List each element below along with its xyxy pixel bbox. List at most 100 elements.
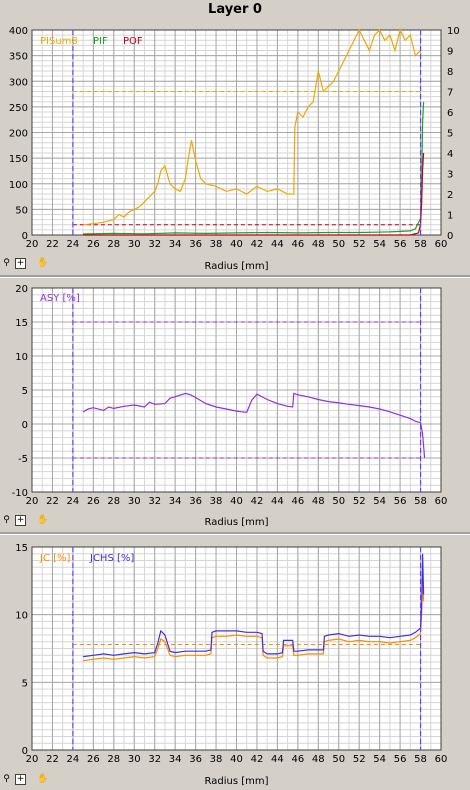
x-tick-label: 32 (148, 754, 161, 765)
x-tick-label: 52 (353, 239, 366, 250)
x-tick-label: 56 (394, 239, 407, 250)
y-tick-label: 200 (9, 129, 28, 140)
y2-tick-label: 4 (447, 149, 453, 160)
x-tick-label: 22 (46, 239, 59, 250)
x-tick-label: 30 (128, 754, 141, 765)
x-tick-label: 42 (251, 754, 264, 765)
y-tick-label: 150 (9, 154, 28, 165)
hand-icon[interactable]: ✋ (37, 774, 49, 784)
x-tick-label: 40 (230, 239, 243, 250)
x-tick-label: 48 (312, 754, 325, 765)
y-tick-label: 100 (9, 180, 28, 191)
y-tick-label: 250 (9, 103, 28, 114)
x-tick-label: 20 (26, 239, 39, 250)
y2-tick-label: 7 (447, 88, 453, 99)
plus-icon[interactable]: + (15, 774, 26, 785)
plot-border (31, 546, 442, 751)
plus-icon[interactable]: + (15, 258, 26, 269)
y2-tick-label: 2 (447, 190, 453, 201)
series-line-3 (83, 152, 425, 236)
x-tick-label: 36 (189, 496, 202, 507)
legend-entry: ASY [%] (40, 293, 80, 304)
x-tick-label: 24 (67, 239, 80, 250)
y2-tick-label: 10 (447, 26, 460, 37)
y-tick-label: 0 (22, 420, 28, 431)
x-tick-label: 44 (271, 754, 284, 765)
y-tick-label: 20 (15, 284, 28, 295)
x-tick-label: 24 (67, 496, 80, 507)
y2-tick-label: 1 (447, 211, 453, 222)
x-tick-label: 46 (291, 239, 304, 250)
legend-entry: POF (123, 36, 143, 47)
magnifier-icon[interactable]: ⚲ (3, 515, 10, 525)
x-tick-label: 20 (26, 754, 39, 765)
legend-entry: PISum8 (40, 36, 78, 47)
y-tick-label: 0 (22, 231, 28, 242)
y2-tick-label: 6 (447, 108, 453, 119)
magnifier-icon[interactable]: ⚲ (3, 258, 10, 268)
x-tick-label: 38 (210, 496, 223, 507)
hand-icon[interactable]: ✋ (37, 515, 49, 525)
x-tick-label: 26 (87, 496, 100, 507)
x-tick-label: 34 (169, 239, 182, 250)
x-tick-label: 32 (148, 239, 161, 250)
y2-tick-label: 8 (447, 67, 453, 78)
x-tick-label: 22 (46, 754, 59, 765)
x-tick-label: 40 (230, 754, 243, 765)
x-tick-label: 60 (435, 239, 448, 250)
y-tick-label: 15 (15, 543, 28, 554)
x-tick-label: 30 (128, 239, 141, 250)
x-tick-label: 38 (210, 239, 223, 250)
x-tick-label: 46 (291, 496, 304, 507)
plot-border (31, 287, 442, 493)
y-tick-label: 300 (9, 77, 28, 88)
plus-icon[interactable]: + (15, 515, 26, 526)
x-tick-label: 58 (414, 754, 427, 765)
x-tick-label: 40 (230, 496, 243, 507)
x-tick-label: 44 (271, 239, 284, 250)
x-tick-label: 38 (210, 754, 223, 765)
x-tick-label: 32 (148, 496, 161, 507)
x-tick-label: 36 (189, 754, 202, 765)
y-tick-label: 50 (15, 205, 28, 216)
y-tick-label: -10 (12, 488, 28, 499)
x-tick-label: 56 (394, 754, 407, 765)
series-line-1 (83, 28, 421, 226)
x-tick-label: 48 (312, 239, 325, 250)
x-tick-label: 60 (435, 496, 448, 507)
x-tick-label: 58 (414, 239, 427, 250)
x-tick-label: 50 (332, 496, 345, 507)
series-line-1 (82, 392, 426, 459)
x-tick-label: 42 (251, 496, 264, 507)
y-tick-label: 10 (15, 611, 28, 622)
x-tick-label: 60 (435, 754, 448, 765)
magnifier-icon[interactable]: ⚲ (3, 774, 10, 784)
x-tick-label: 54 (373, 754, 386, 765)
y-tick-label: 15 (15, 318, 28, 329)
x-tick-label: 28 (107, 496, 120, 507)
chart-1: 20 22 24 26 28 30 32 34 36 38 40 42 44 46 48 50 52 54 56 58… (9, 26, 460, 272)
y-tick-label: 5 (22, 386, 28, 397)
panel-separator (0, 275, 470, 278)
legend-entry: JCHS [%] (89, 553, 134, 564)
chart-2: 20 22 24 26 28 30 32 34 36 38 40 42 44 46 48 50 52 54 56 58… (12, 284, 448, 528)
x-tick-label: 58 (414, 496, 427, 507)
x-tick-label: 26 (87, 239, 100, 250)
panel-separator (0, 532, 470, 535)
x-tick-label: 22 (46, 496, 59, 507)
x-tick-label: 30 (128, 496, 141, 507)
y-tick-label: 0 (22, 746, 28, 757)
y2-tick-label: 0 (447, 231, 453, 242)
hand-icon[interactable]: ✋ (37, 258, 49, 268)
x-tick-label: 28 (107, 754, 120, 765)
x-tick-label: 48 (312, 496, 325, 507)
legend-entry: PIF (93, 36, 108, 47)
x-tick-label: 54 (373, 496, 386, 507)
series-line-2 (83, 553, 425, 658)
chart-3: 20 22 24 26 28 30 32 34 36 38 40 42 44 46 48 50 52 54 56 58… (15, 543, 447, 787)
y2-tick-label: 3 (447, 170, 453, 181)
x-tick-label: 52 (353, 496, 366, 507)
legend-entry: JC [%] (39, 553, 71, 564)
x-axis-label: Radius [mm] (205, 517, 269, 528)
